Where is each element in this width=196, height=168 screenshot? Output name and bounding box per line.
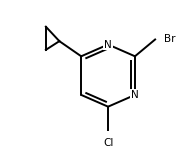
Text: N: N [104, 39, 112, 50]
Text: Cl: Cl [103, 138, 113, 148]
Text: Br: Br [164, 34, 176, 44]
Text: N: N [131, 90, 139, 100]
